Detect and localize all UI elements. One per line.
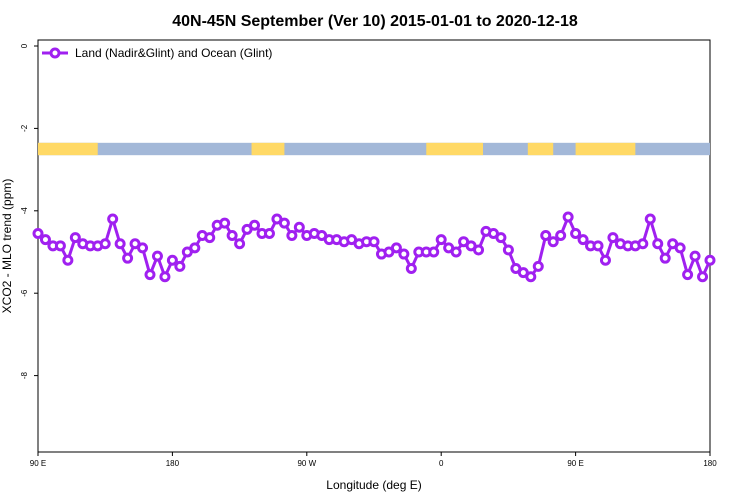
data-point bbox=[189, 242, 201, 254]
data-point bbox=[368, 236, 380, 248]
series-points bbox=[32, 211, 716, 283]
y-tick-label: -8 bbox=[20, 371, 29, 379]
data-point bbox=[62, 254, 74, 266]
data-point bbox=[249, 219, 261, 231]
land-segment bbox=[575, 142, 636, 156]
data-point bbox=[159, 271, 171, 283]
data-point bbox=[599, 254, 611, 266]
data-point bbox=[540, 230, 552, 242]
data-point bbox=[532, 260, 544, 272]
data-point bbox=[525, 271, 537, 283]
data-point bbox=[114, 238, 126, 250]
chart-title: 40N-45N September (Ver 10) 2015-01-01 to… bbox=[172, 13, 578, 30]
data-point bbox=[450, 246, 462, 258]
data-point bbox=[144, 269, 156, 281]
data-point bbox=[577, 234, 589, 246]
x-tick-label: 180 bbox=[166, 459, 180, 468]
data-point bbox=[54, 240, 66, 252]
data-point bbox=[204, 232, 216, 244]
data-point bbox=[652, 238, 664, 250]
y-tick-label: 0 bbox=[20, 43, 29, 48]
y-axis-label: XCO2 - MLO trend (ppm) bbox=[0, 179, 14, 314]
data-point bbox=[502, 244, 514, 256]
data-point bbox=[682, 269, 694, 281]
legend-swatch-marker bbox=[49, 47, 61, 59]
y-tick-label: -4 bbox=[20, 207, 29, 215]
data-point bbox=[137, 242, 149, 254]
data-point bbox=[592, 240, 604, 252]
data-point bbox=[435, 234, 447, 246]
data-point bbox=[226, 230, 238, 242]
data-point bbox=[637, 238, 649, 250]
data-point bbox=[562, 211, 574, 223]
data-point bbox=[428, 246, 440, 258]
x-tick-label: 90 E bbox=[567, 459, 583, 468]
data-point bbox=[607, 232, 619, 244]
data-point bbox=[278, 217, 290, 229]
legend-entry: Land (Nadir&Glint) and Ocean (Glint) bbox=[75, 46, 272, 60]
data-point bbox=[263, 227, 275, 239]
x-tick-label: 90 E bbox=[30, 459, 46, 468]
data-point bbox=[69, 232, 81, 244]
data-point bbox=[704, 254, 716, 266]
plot-frame bbox=[37, 39, 711, 453]
data-point bbox=[547, 236, 559, 248]
y-axis: 0 -2 -4 -6 -8 bbox=[20, 43, 38, 379]
x-axis-label: Longitude (deg E) bbox=[326, 478, 421, 492]
y-tick-label: -6 bbox=[20, 289, 29, 297]
data-point bbox=[674, 242, 686, 254]
data-point bbox=[39, 234, 51, 246]
data-point bbox=[122, 252, 134, 264]
data-point bbox=[697, 271, 709, 283]
data-point bbox=[398, 248, 410, 260]
data-point bbox=[166, 254, 178, 266]
y-tick-label: -2 bbox=[20, 124, 29, 132]
data-point bbox=[659, 252, 671, 264]
x-tick-label: 90 W bbox=[297, 459, 316, 468]
data-point bbox=[555, 230, 567, 242]
data-point bbox=[174, 260, 186, 272]
data-point bbox=[107, 213, 119, 225]
data-point bbox=[405, 262, 417, 274]
land-segment bbox=[38, 142, 98, 156]
data-point bbox=[644, 213, 656, 225]
land-segment bbox=[426, 142, 484, 156]
data-point bbox=[234, 238, 246, 250]
land-ocean-strip bbox=[38, 142, 710, 156]
data-point bbox=[473, 244, 485, 256]
data-point bbox=[390, 242, 402, 254]
x-tick-label: 180 bbox=[703, 459, 717, 468]
land-segment bbox=[251, 142, 285, 156]
data-point bbox=[151, 250, 163, 262]
data-point bbox=[219, 217, 231, 229]
legend: Land (Nadir&Glint) and Ocean (Glint) bbox=[42, 46, 272, 60]
data-point bbox=[689, 250, 701, 262]
data-point bbox=[495, 232, 507, 244]
x-axis: 90 E 180 90 W 0 90 E 180 bbox=[30, 452, 717, 468]
data-point bbox=[32, 227, 44, 239]
data-point bbox=[99, 238, 111, 250]
data-point bbox=[286, 230, 298, 242]
data-point bbox=[570, 227, 582, 239]
x-tick-label: 0 bbox=[439, 459, 444, 468]
land-segment bbox=[527, 142, 554, 156]
data-point bbox=[293, 221, 305, 233]
